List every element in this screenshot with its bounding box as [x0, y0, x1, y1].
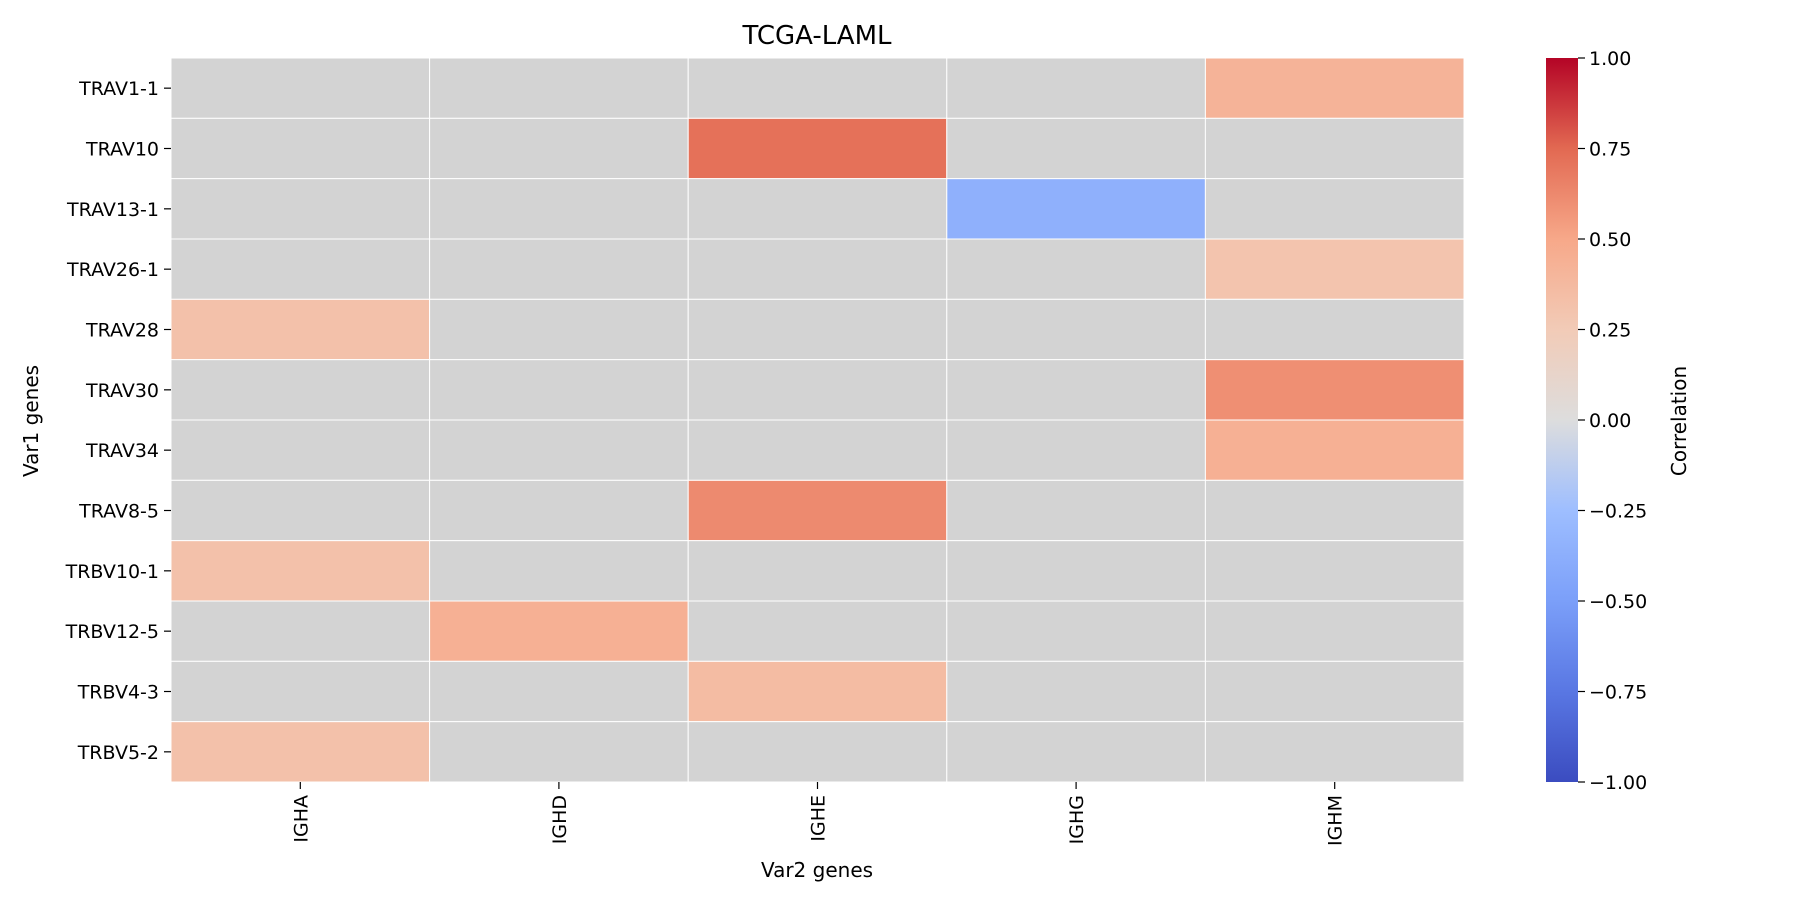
y-tick-label: TRAV28 — [85, 320, 159, 342]
colorbar-label: Correlation — [1667, 366, 1691, 476]
heatmap-cell — [429, 238, 689, 300]
heatmap-cell — [946, 600, 1206, 662]
heatmap-cell — [946, 117, 1206, 180]
colorbar-tick-label: 0.00 — [1589, 410, 1631, 432]
colorbar-tick-label: 0.25 — [1589, 320, 1631, 342]
heatmap-cell — [170, 117, 431, 180]
heatmap-cell — [429, 298, 689, 361]
heatmap-cell — [170, 721, 431, 783]
y-tick-label: TRAV26-1 — [66, 259, 159, 281]
heatmap-cell — [170, 419, 431, 481]
heatmap-cell — [946, 660, 1206, 723]
heatmap-cell — [429, 57, 689, 119]
colorbar-tick-label: −0.50 — [1589, 591, 1647, 613]
heatmap-cell — [429, 359, 689, 421]
y-tick-label: TRBV10-1 — [65, 561, 159, 583]
heatmap-cell — [1204, 178, 1465, 240]
heatmap-cell — [946, 479, 1206, 542]
heatmap-cell — [687, 178, 948, 240]
heatmap-cell — [946, 419, 1206, 481]
heatmap-cell — [946, 57, 1206, 119]
heatmap-cell — [1204, 359, 1465, 421]
y-tick-label: TRAV13-1 — [66, 199, 159, 221]
heatmap-cell — [1204, 238, 1465, 300]
colorbar-tick-label: −0.75 — [1589, 682, 1647, 704]
heatmap-cell — [170, 600, 431, 662]
y-tick-label: TRBV4-3 — [77, 682, 159, 704]
colorbar-tick-label: 1.00 — [1589, 48, 1631, 70]
heatmap-cell — [687, 419, 948, 481]
heatmap-cell — [429, 600, 689, 662]
y-tick-label: TRAV8-5 — [78, 501, 159, 523]
colorbar-tick-label: −0.25 — [1589, 501, 1647, 523]
y-tick-label: TRBV5-2 — [77, 742, 159, 764]
heatmap-cell — [1204, 721, 1465, 783]
y-tick-label: TRAV30 — [85, 380, 159, 402]
heatmap-cell — [429, 660, 689, 723]
heatmap-cell — [170, 479, 431, 542]
heatmap-cell — [1204, 600, 1465, 662]
colorbar-tick-label: 0.75 — [1589, 139, 1631, 161]
y-tick-label: TRBV12-5 — [65, 621, 159, 643]
heatmap-cell — [687, 298, 948, 361]
y-tick-label: TRAV10 — [85, 139, 159, 161]
heatmap-cell — [429, 540, 689, 602]
heatmap-cell — [946, 540, 1206, 602]
heatmap-cell — [1204, 419, 1465, 481]
heatmap-cell — [170, 660, 431, 723]
heatmap-cell — [687, 540, 948, 602]
heatmap-cell — [946, 298, 1206, 361]
heatmap-cell — [946, 238, 1206, 300]
y-tick-labels: TRAV1-1 TRAV10 TRAV13-1 TRAV26-1 TRAV28 TRAV3… — [65, 78, 171, 764]
heatmap-cell — [687, 660, 948, 723]
colorbar-tick-label: 0.50 — [1589, 229, 1631, 251]
heatmap-cell — [1204, 540, 1465, 602]
x-tick-labels: IGHA IGHD IGHE IGHG IGHM — [290, 782, 1347, 846]
heatmap-cell — [170, 359, 431, 421]
heatmap-cell — [687, 359, 948, 421]
heatmap-cell — [429, 479, 689, 542]
heatmap-cell — [687, 238, 948, 300]
heatmap-cell — [946, 721, 1206, 783]
heatmap-cell — [170, 238, 431, 300]
heatmap-cell — [170, 178, 431, 240]
y-axis-label: Var1 genes — [19, 365, 43, 477]
heatmap-cell — [687, 479, 948, 542]
heatmap-cell — [429, 721, 689, 783]
colorbar — [1546, 58, 1578, 782]
x-tick-label: IGHE — [808, 795, 830, 842]
x-tick-label: IGHG — [1066, 795, 1088, 844]
heatmap-cell — [429, 117, 689, 180]
x-tick-label: IGHA — [290, 795, 312, 843]
colorbar-tick-label: −1.00 — [1589, 772, 1647, 794]
x-tick-label: IGHD — [549, 795, 571, 844]
heatmap-cell — [1204, 117, 1465, 180]
heatmap-cell — [1204, 57, 1465, 119]
heatmap-cell — [1204, 660, 1465, 723]
heatmap-cell — [946, 178, 1206, 240]
colorbar-ticks: 1.00 0.75 0.50 0.25 0.00 −0.25 −0.50 −0.75 −1.00 — [1578, 48, 1647, 794]
y-tick-label: TRAV34 — [85, 440, 159, 462]
heatmap-cell — [429, 178, 689, 240]
heatmap-cell — [687, 600, 948, 662]
heatmap-cell — [687, 117, 948, 180]
heatmap-cells — [170, 57, 1465, 783]
heatmap-cell — [946, 359, 1206, 421]
heatmap-cell — [1204, 298, 1465, 361]
heatmap-cell — [429, 419, 689, 481]
heatmap-cell — [170, 298, 431, 361]
heatmap-cell — [170, 57, 431, 119]
heatmap-cell — [170, 540, 431, 602]
heatmap-cell — [687, 721, 948, 783]
x-axis-label: Var2 genes — [761, 858, 873, 882]
heatmap-cell — [687, 57, 948, 119]
y-tick-label: TRAV1-1 — [78, 78, 159, 100]
chart-title: TCGA-LAML — [741, 21, 892, 51]
heatmap-cell — [1204, 479, 1465, 542]
x-tick-label: IGHM — [1325, 795, 1347, 846]
